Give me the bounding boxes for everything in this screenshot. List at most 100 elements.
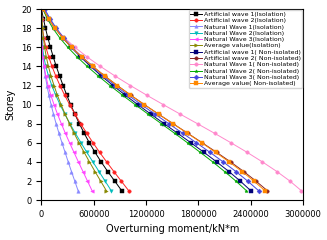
Artificial wave 1( Non-isolated) (215, 161, 219, 163)
Natural Wave 1(Isolation) (57, 132, 61, 135)
Natural Wave 3(Isolation) (40, 46, 44, 49)
Line: Natural Wave 2( Non-isolated): Natural Wave 2( Non-isolated) (41, 7, 248, 192)
Natural Wave 1( Non-isolated) (62, 36, 66, 39)
Y-axis label: Storey: Storey (6, 89, 16, 120)
Natural Wave 2(Isolation) (41, 46, 44, 49)
Artificial wave 2( Non-isolated) (265, 189, 269, 192)
Natural Wave 2(Isolation) (73, 132, 77, 135)
Artificial wave 1(Isolation) (51, 55, 55, 58)
Natural Wave 2( Non-isolated) (96, 74, 100, 77)
Artificial wave 2(Isolation) (85, 132, 89, 135)
Natural Wave 1( Non-isolated) (54, 27, 58, 30)
Artificial wave 2(Isolation) (44, 46, 48, 49)
Natural Wave 3( Non-isolated) (181, 132, 185, 135)
Natural Wave 2(Isolation) (40, 17, 43, 20)
Natural Wave 2( Non-isolated) (133, 103, 137, 106)
Artificial wave 1( Non-isolated) (249, 189, 253, 192)
Natural Wave 1(Isolation) (40, 46, 44, 49)
Average value( Non-isolated) (129, 94, 132, 96)
Artificial wave 2(Isolation) (68, 103, 72, 106)
Natural Wave 3(Isolation) (46, 84, 50, 87)
Natural Wave 1( Non-isolated) (229, 141, 233, 144)
Natural Wave 3( Non-isolated) (221, 161, 225, 163)
Natural Wave 2(Isolation) (40, 8, 43, 11)
Line: Natural Wave 2(Isolation): Natural Wave 2(Isolation) (40, 7, 113, 192)
Average value( Non-isolated) (142, 103, 146, 106)
Artificial wave 1( Non-isolated) (123, 94, 127, 96)
Artificial wave 1( Non-isolated) (162, 122, 166, 125)
Natural Wave 2( Non-isolated) (223, 170, 227, 173)
Natural Wave 1( Non-isolated) (46, 17, 50, 20)
Artificial wave 1( Non-isolated) (47, 17, 51, 20)
Natural Wave 2(Isolation) (68, 122, 72, 125)
Natural Wave 2(Isolation) (40, 36, 44, 39)
Natural Wave 3(Isolation) (52, 103, 56, 106)
Artificial wave 2( Non-isolated) (46, 17, 50, 20)
Natural Wave 3( Non-isolated) (234, 170, 238, 173)
Natural Wave 3( Non-isolated) (167, 122, 171, 125)
Average value(Isolation) (49, 74, 53, 77)
Natural Wave 1(Isolation) (45, 84, 49, 87)
Natural Wave 3( Non-isolated) (54, 27, 58, 30)
Natural Wave 3( Non-isolated) (126, 94, 130, 96)
Artificial wave 2( Non-isolated) (53, 27, 57, 30)
Artificial wave 1( Non-isolated) (189, 141, 193, 144)
Natural Wave 2( Non-isolated) (108, 84, 112, 87)
Average value(Isolation) (59, 103, 63, 106)
Natural Wave 1( Non-isolated) (145, 94, 148, 96)
Average value(Isolation) (77, 141, 81, 144)
Natural Wave 1(Isolation) (69, 170, 73, 173)
Average value(Isolation) (99, 180, 103, 182)
Average value(Isolation) (88, 161, 92, 163)
Artificial wave 1(Isolation) (54, 65, 58, 68)
Artificial wave 1(Isolation) (69, 103, 73, 106)
Natural Wave 1(Isolation) (52, 113, 56, 116)
Natural Wave 2(Isolation) (46, 74, 50, 77)
Artificial wave 2( Non-isolated) (242, 170, 246, 173)
Natural Wave 3( Non-isolated) (246, 180, 250, 182)
Artificial wave 2( Non-isolated) (41, 8, 45, 11)
Artificial wave 2( Non-isolated) (215, 151, 219, 154)
Artificial wave 1(Isolation) (43, 27, 47, 30)
Natural Wave 2(Isolation) (91, 161, 95, 163)
Natural Wave 3(Isolation) (81, 170, 85, 173)
Natural Wave 2(Isolation) (54, 94, 58, 96)
Artificial wave 1( Non-isolated) (41, 8, 45, 11)
Artificial wave 2(Isolation) (127, 189, 130, 192)
Artificial wave 2(Isolation) (54, 74, 58, 77)
Line: Natural Wave 3( Non-isolated): Natural Wave 3( Non-isolated) (43, 7, 260, 192)
Natural Wave 3(Isolation) (44, 74, 48, 77)
Natural Wave 2( Non-isolated) (234, 180, 238, 182)
Natural Wave 1( Non-isolated) (73, 46, 77, 49)
Average value(Isolation) (63, 113, 67, 116)
Natural Wave 2( Non-isolated) (198, 151, 202, 154)
Natural Wave 2(Isolation) (97, 170, 101, 173)
Artificial wave 2(Isolation) (79, 122, 83, 125)
Natural Wave 1(Isolation) (54, 122, 58, 125)
Artificial wave 2( Non-isolated) (103, 74, 107, 77)
Artificial wave 1(Isolation) (42, 17, 45, 20)
Natural Wave 2(Isolation) (85, 151, 89, 154)
Natural Wave 3(Isolation) (63, 132, 67, 135)
Average value(Isolation) (68, 122, 72, 125)
Artificial wave 2(Isolation) (40, 17, 43, 20)
Natural Wave 1(Isolation) (49, 103, 53, 106)
Artificial wave 1(Isolation) (87, 141, 91, 144)
Average value( Non-isolated) (103, 74, 107, 77)
Average value( Non-isolated) (91, 65, 95, 68)
Natural Wave 2( Non-isolated) (51, 27, 55, 30)
Artificial wave 1( Non-isolated) (227, 170, 231, 173)
Natural Wave 2( Non-isolated) (186, 141, 190, 144)
Natural Wave 1( Non-isolated) (41, 8, 45, 11)
Average value(Isolation) (40, 8, 43, 11)
Natural Wave 3(Isolation) (60, 122, 63, 125)
Average value(Isolation) (82, 151, 86, 154)
Natural Wave 3( Non-isolated) (79, 55, 83, 58)
Natural Wave 1(Isolation) (42, 65, 46, 68)
Natural Wave 1(Isolation) (40, 36, 44, 39)
Natural Wave 1(Isolation) (60, 141, 64, 144)
Line: Average value( Non-isolated): Average value( Non-isolated) (42, 7, 267, 192)
Line: Natural Wave 3(Isolation): Natural Wave 3(Isolation) (40, 7, 94, 192)
Average value( Non-isolated) (115, 84, 119, 87)
Natural Wave 2(Isolation) (44, 65, 48, 68)
